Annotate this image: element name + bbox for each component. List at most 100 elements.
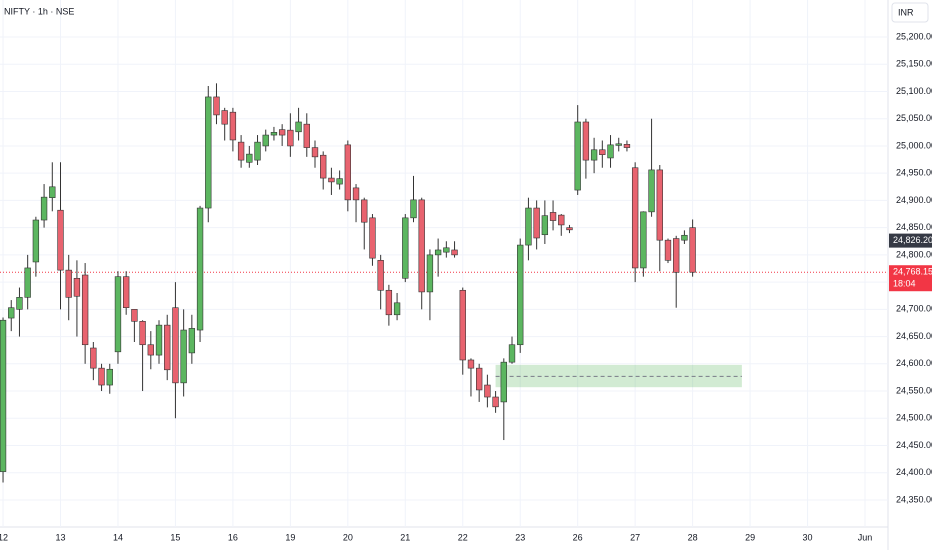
candle-body [558,214,565,226]
x-tick-label: 20 [343,532,353,542]
candle-body [196,207,204,331]
candle-body [139,321,146,346]
candle-body [533,207,540,239]
x-tick-label: 22 [458,532,468,542]
candle-body [287,129,294,147]
y-tick-label: 25,200.00 [896,31,932,41]
candle-body [361,199,368,223]
candle-body [599,149,606,155]
chart-title: NIFTY · 1h · NSE [4,6,74,16]
candle-body [278,129,286,136]
candle-body [262,134,269,147]
candle-body [402,217,409,279]
candle-body [590,149,598,161]
candle-body [508,344,516,363]
candle-body [205,96,212,209]
candle-body [73,277,81,297]
candle-body [476,367,483,391]
candle-body [180,329,187,384]
currency[interactable]: INR [898,7,914,17]
candle-body [172,307,179,384]
currency-button[interactable] [891,2,929,23]
last-price-box [889,265,932,292]
candle-body [131,309,138,322]
x-tick-label: 29 [745,532,755,542]
candle-body [434,249,442,256]
x-tick-label: 19 [285,532,295,542]
candle-body [492,396,499,408]
x-tick-label: 13 [55,532,65,542]
y-tick-label: 24,450.00 [896,440,932,450]
y-tick-label: 24,900.00 [896,195,932,205]
candle-body [443,247,450,253]
zone [495,364,742,388]
candle-body [24,267,31,298]
candle-body [49,186,56,198]
candle-body [90,347,97,369]
x-tick-label: Jun [858,532,873,542]
y-tick-label: 25,100.00 [896,86,932,96]
candle-body [295,121,302,133]
candle-body [303,123,310,148]
y-tick-label: 24,500.00 [896,413,932,423]
x-tick-label: 26 [573,532,583,542]
candle-body [328,177,335,183]
labels: 25,200.00 25,150.00 25,100.00 25,050.00 25,0… [0,31,932,542]
y-tick-label: 24,350.00 [896,494,932,504]
zone-layer [0,271,888,388]
candle-body [336,178,343,185]
y-tick-label: 24,400.00 [896,467,932,477]
candle-body [385,289,393,316]
candle-body [81,274,89,346]
candles [0,83,696,483]
candle-body [320,154,327,179]
candle-body [8,307,15,319]
countdown: 18:04 [893,279,916,289]
candle-body [467,359,475,369]
x-tick-label: 12 [0,532,8,542]
candle-body [541,215,549,236]
last-price-label: 24,768.15 [893,267,932,277]
candle-body [155,324,163,356]
x-tick-label: 21 [400,532,410,542]
candle-body [623,144,631,148]
x-tick-label: 30 [803,532,813,542]
candle-body [114,276,122,353]
candle-body [459,289,466,361]
candle-body [40,196,48,221]
candle-body [254,141,261,161]
y-tick-label: 25,000.00 [896,140,932,150]
y-tick-label: 24,700.00 [896,304,932,314]
candle-body [270,132,278,136]
x-tick-label: 27 [630,532,640,542]
candle-body [648,169,655,213]
candle-body [689,227,696,273]
candle-body [549,212,557,221]
candle-body [640,211,647,269]
y-tick-label: 24,600.00 [896,358,932,368]
x-tick-label: 23 [515,532,525,542]
candle-body [369,217,376,259]
candle-body [213,96,220,116]
candle-body [631,167,639,269]
candle-body [607,144,614,159]
x-tick-label: 15 [170,532,180,542]
candle-body [426,254,434,293]
candle-body [517,244,524,346]
candle-body [484,384,491,398]
candle-body [352,187,360,201]
candle-body [123,276,130,309]
candle-body [664,239,672,261]
grid [0,0,888,527]
price-label: 24,826.20 [893,235,932,245]
candle-body [500,361,507,403]
candle-body [106,368,113,386]
candle-body [393,302,401,316]
candle-body [147,344,154,356]
candle-body [377,260,384,291]
y-tick-label: 24,850.00 [896,222,932,232]
candle-body [566,227,573,231]
y-tick-label: 24,950.00 [896,168,932,178]
